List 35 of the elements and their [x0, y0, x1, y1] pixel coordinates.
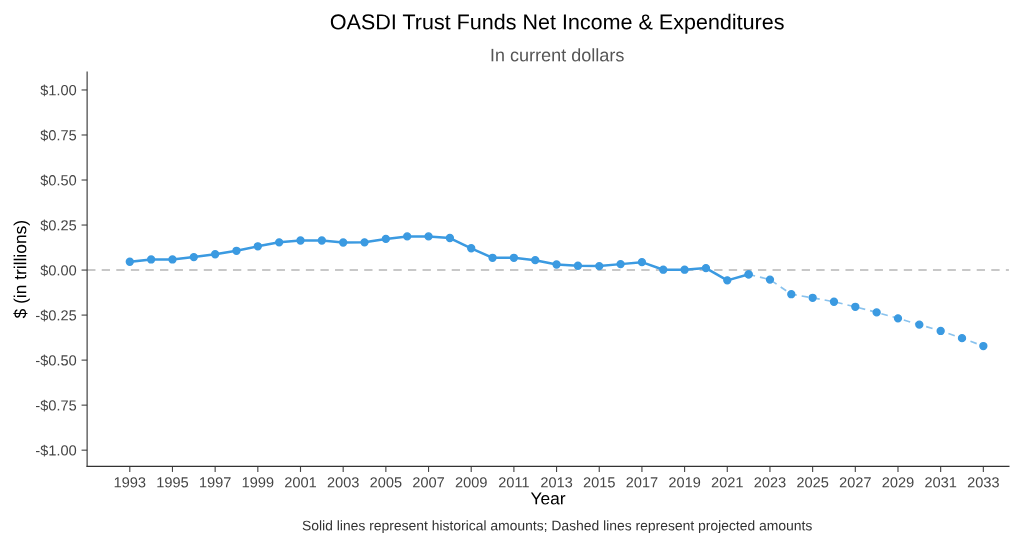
x-tick-label: 2023: [754, 477, 786, 488]
x-tick-label: 2017: [626, 477, 658, 488]
x-tick-label: 2003: [327, 477, 359, 488]
x-tick-label: 2025: [797, 477, 829, 488]
y-tick-label: $0.75: [40, 129, 77, 142]
x-tick-label: 2033: [967, 477, 999, 488]
x-tick-label: 2021: [711, 477, 743, 488]
y-tick-label: -$1.00: [36, 444, 77, 457]
y-axis-title: $ (in trillions): [13, 221, 30, 319]
y-tick-label: $0.25: [40, 219, 77, 232]
y-tick-label: $1.00: [40, 84, 77, 97]
chart-subtitle: In current dollars: [491, 48, 624, 62]
x-tick-label: 2015: [583, 477, 615, 488]
y-tick-label: -$0.75: [36, 399, 77, 412]
x-tick-label: 2011: [498, 477, 529, 488]
y-tick-label: -$0.25: [36, 309, 77, 322]
x-tick-label: 2019: [669, 477, 701, 488]
x-tick-label: 2031: [925, 477, 957, 488]
x-tick-label: 2001: [285, 477, 317, 488]
x-tick-label: 1993: [114, 477, 146, 488]
y-tick-label: -$0.50: [36, 354, 77, 367]
x-axis-title: Year: [530, 492, 566, 505]
x-tick-label: 2007: [413, 477, 445, 488]
text: Solid lines represent historical amounts; Dashed lines represent projected amounts: [302, 520, 812, 533]
x-tick-label: 1995: [157, 477, 189, 488]
x-tick-label: 1999: [242, 477, 274, 488]
x-tick-label: 1997: [200, 477, 231, 488]
x-tick-label: 2013: [541, 477, 573, 488]
x-tick-label: 2027: [839, 477, 871, 488]
y-tick-label: $0.50: [40, 174, 77, 187]
x-tick-label: 2029: [882, 477, 914, 488]
y-tick-label: $0.00: [40, 264, 77, 277]
x-tick-label: 2005: [370, 477, 402, 488]
x-tick-label: 2009: [455, 477, 487, 488]
chart-title: OASDI Trust Funds Net Income & Expenditures: [330, 13, 784, 34]
